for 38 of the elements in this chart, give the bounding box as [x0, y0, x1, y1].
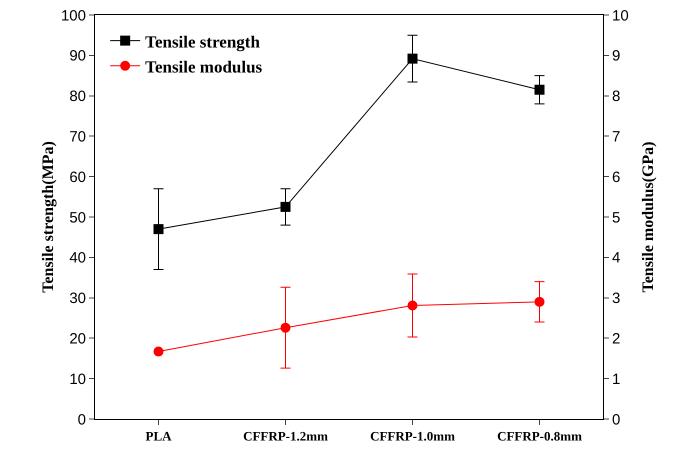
y2-tick-label: 9 — [612, 48, 620, 65]
y-tick-label: 0 — [78, 411, 86, 428]
y2-tick-label: 2 — [612, 330, 620, 348]
point — [534, 296, 544, 307]
point — [280, 202, 290, 212]
y-tick-label: 100 — [60, 7, 86, 24]
x-tick-label: CFFRP-0.8mm — [497, 428, 582, 444]
y2-tick-label: 6 — [612, 168, 620, 186]
point — [408, 300, 418, 310]
y-tick-label: 30 — [69, 290, 86, 308]
point — [154, 346, 164, 357]
point — [154, 224, 164, 234]
x-tick-label: CFFRP-1.2mm — [243, 428, 328, 444]
y2-tick-label: 1 — [612, 370, 620, 388]
x-tick-label: PLA — [146, 428, 172, 444]
y-tick-label: 70 — [69, 128, 86, 146]
y2-axis-title: Tensile modulus(GPa) — [640, 142, 657, 292]
y2-tick-label: 8 — [612, 88, 620, 106]
y2-tick-label: 0 — [612, 411, 620, 428]
y2-tick-label: 4 — [612, 250, 620, 267]
y-tick-label: 20 — [69, 330, 86, 348]
y2-tick-label: 10 — [612, 7, 629, 24]
y-tick-label: 40 — [69, 250, 86, 267]
legend-label: Tensile strength — [145, 32, 260, 52]
y-tick-label: 60 — [69, 168, 86, 186]
y2-tick-label: 3 — [612, 290, 620, 308]
y-axis-title: Tensile strength(MPa) — [40, 141, 57, 293]
y-tick-label: 10 — [69, 370, 86, 388]
y2-tick-label: 5 — [612, 209, 620, 226]
point — [534, 84, 544, 95]
point — [408, 54, 418, 64]
x-tick-label: CFFRP-1.0mm — [370, 428, 456, 444]
y-tick-label: 80 — [69, 88, 86, 106]
point — [280, 322, 290, 333]
y-tick-label: 90 — [69, 48, 86, 65]
legend-label: Tensile modulus — [145, 57, 263, 76]
y2-tick-label: 7 — [612, 128, 620, 146]
y-tick-label: 50 — [69, 209, 86, 226]
